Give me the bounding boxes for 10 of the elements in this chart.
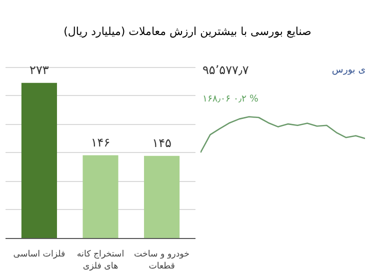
text: ۹۵٬۵۷۷٫۷: [202, 63, 250, 78]
chart-title: صنایع بورسی با بیشترین ارزش معاملات (میلیارد ریال): [64, 24, 312, 40]
data-label: ۱۴۶: [90, 135, 110, 150]
x-tick-label: استخراج کانه های فلزی: [76, 250, 124, 272]
x-tick-label: فلزات اساسی: [13, 250, 66, 260]
data-label: ۱۴۵: [152, 136, 172, 150]
x-tick-label: خودرو و ساخت قطعات: [134, 250, 190, 272]
data-label: ۲۷۳: [30, 62, 50, 77]
text: ی بورس: [332, 64, 366, 76]
text: ۱۶۸٫۰۶ ۰٫۲ %: [202, 93, 259, 104]
